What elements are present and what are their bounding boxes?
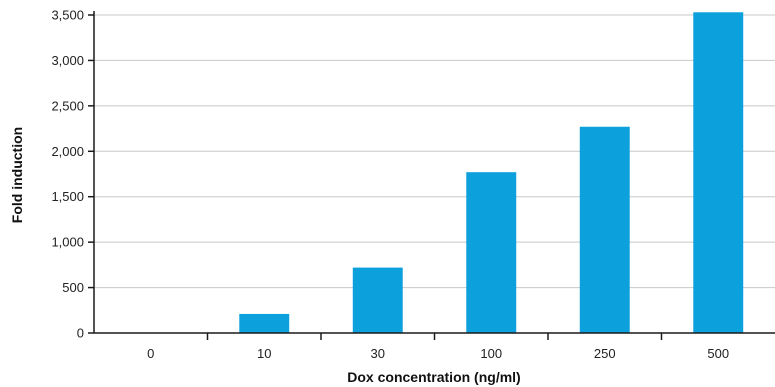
x-tick-labels: 0 10 30 100 250 500: [147, 346, 729, 361]
x-axis-title: Dox concentration (ng/ml): [347, 369, 520, 385]
x-tick-label: 30: [371, 346, 385, 361]
axes: [88, 11, 775, 340]
y-tick-label: 2,000: [51, 144, 84, 159]
y-tick-label: 500: [62, 280, 84, 295]
y-axis-title: Fold induction: [9, 127, 25, 223]
x-tick-label: 500: [707, 346, 729, 361]
bar: [579, 126, 630, 333]
bars: [239, 12, 744, 333]
bar: [466, 172, 517, 333]
y-tick-label: 1,000: [51, 235, 84, 250]
y-tick-label: 3,500: [51, 8, 84, 23]
bar: [693, 12, 744, 333]
gridlines: [94, 14, 775, 289]
y-tick-labels: 0 500 1,000 1,500 2,000 2,500 3,000 3,500: [51, 8, 84, 341]
y-tick-label: 3,000: [51, 53, 84, 68]
bar: [352, 267, 403, 333]
y-tick-label: 1,500: [51, 189, 84, 204]
bar: [239, 313, 290, 333]
x-tick-label: 250: [594, 346, 616, 361]
x-tick-label: 10: [257, 346, 271, 361]
x-tick-label: 0: [147, 346, 154, 361]
y-tick-label: 2,500: [51, 98, 84, 113]
y-tick-label: 0: [77, 326, 84, 341]
x-tick-label: 100: [480, 346, 502, 361]
